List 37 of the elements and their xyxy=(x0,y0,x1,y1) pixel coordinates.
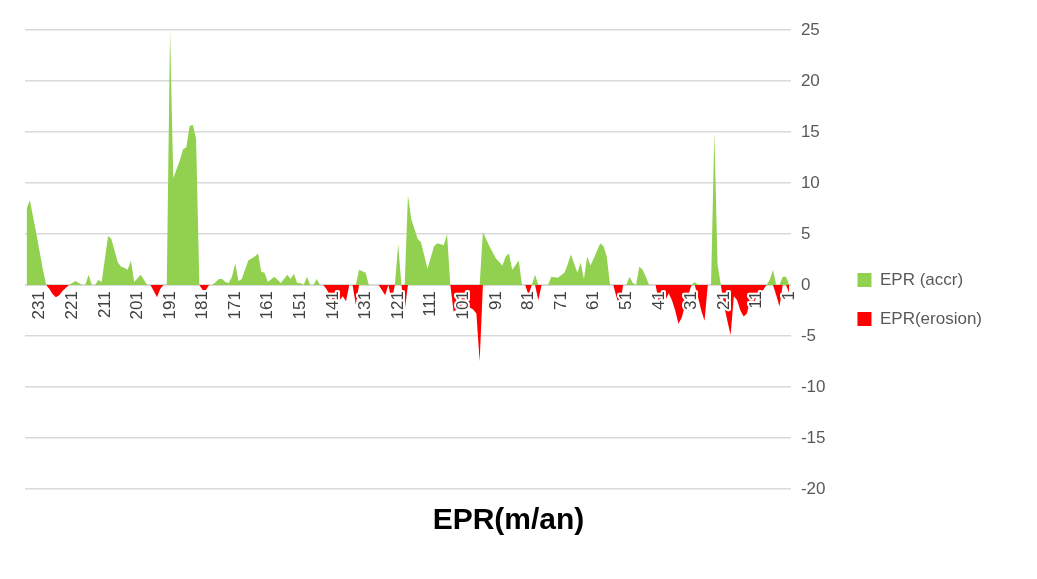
y-tick-label: 10 xyxy=(800,172,820,192)
y-tick-label: 5 xyxy=(800,223,811,243)
text: EPR(m/an) xyxy=(432,502,585,536)
y-tick-label: 20 xyxy=(800,70,820,90)
x-tick-label: 131 xyxy=(355,291,375,320)
x-tick-label: 201 xyxy=(127,291,147,320)
x-tick-label: 191 xyxy=(159,291,179,320)
x-tick-label: 171 xyxy=(224,291,244,320)
y-tick-label: 0 xyxy=(800,274,811,294)
x-tick-label: 41 xyxy=(648,291,668,310)
y-tick-label: -5 xyxy=(800,325,817,345)
x-tick-label: 1 xyxy=(778,291,798,301)
x-tick-label: 21 xyxy=(713,291,733,310)
x-tick-label: 101 xyxy=(453,291,473,320)
y-tick-label: -10 xyxy=(800,376,826,396)
x-tick-label: 231 xyxy=(29,291,49,320)
y-tick-label: 15 xyxy=(800,121,820,141)
y-tick-label: -20 xyxy=(800,478,826,498)
x-tick-label: 111 xyxy=(420,291,440,317)
x-tick-label: 51 xyxy=(616,291,635,310)
x-tick-label: 11 xyxy=(746,291,766,309)
x-tick-label: 211 xyxy=(94,291,114,319)
x-tick-label: 91 xyxy=(485,291,505,310)
x-tick-label: 181 xyxy=(192,291,212,320)
x-tick-label: 61 xyxy=(583,291,603,310)
x-tick-label: 161 xyxy=(257,291,277,320)
x-tick-label: 221 xyxy=(61,291,81,320)
x-tick-label: 71 xyxy=(550,291,570,310)
x-tick-label: 141 xyxy=(322,291,342,320)
x-tick-label: 31 xyxy=(681,291,701,310)
x-tick-label: 81 xyxy=(518,291,538,310)
legend-label: EPR (accr) xyxy=(879,269,964,289)
y-tick-label: 25 xyxy=(800,19,820,39)
y-tick-label: -15 xyxy=(800,427,826,447)
x-tick-label: 121 xyxy=(387,291,407,320)
x-tick-label: 151 xyxy=(290,291,310,320)
legend-label: EPR(erosion) xyxy=(879,308,983,328)
